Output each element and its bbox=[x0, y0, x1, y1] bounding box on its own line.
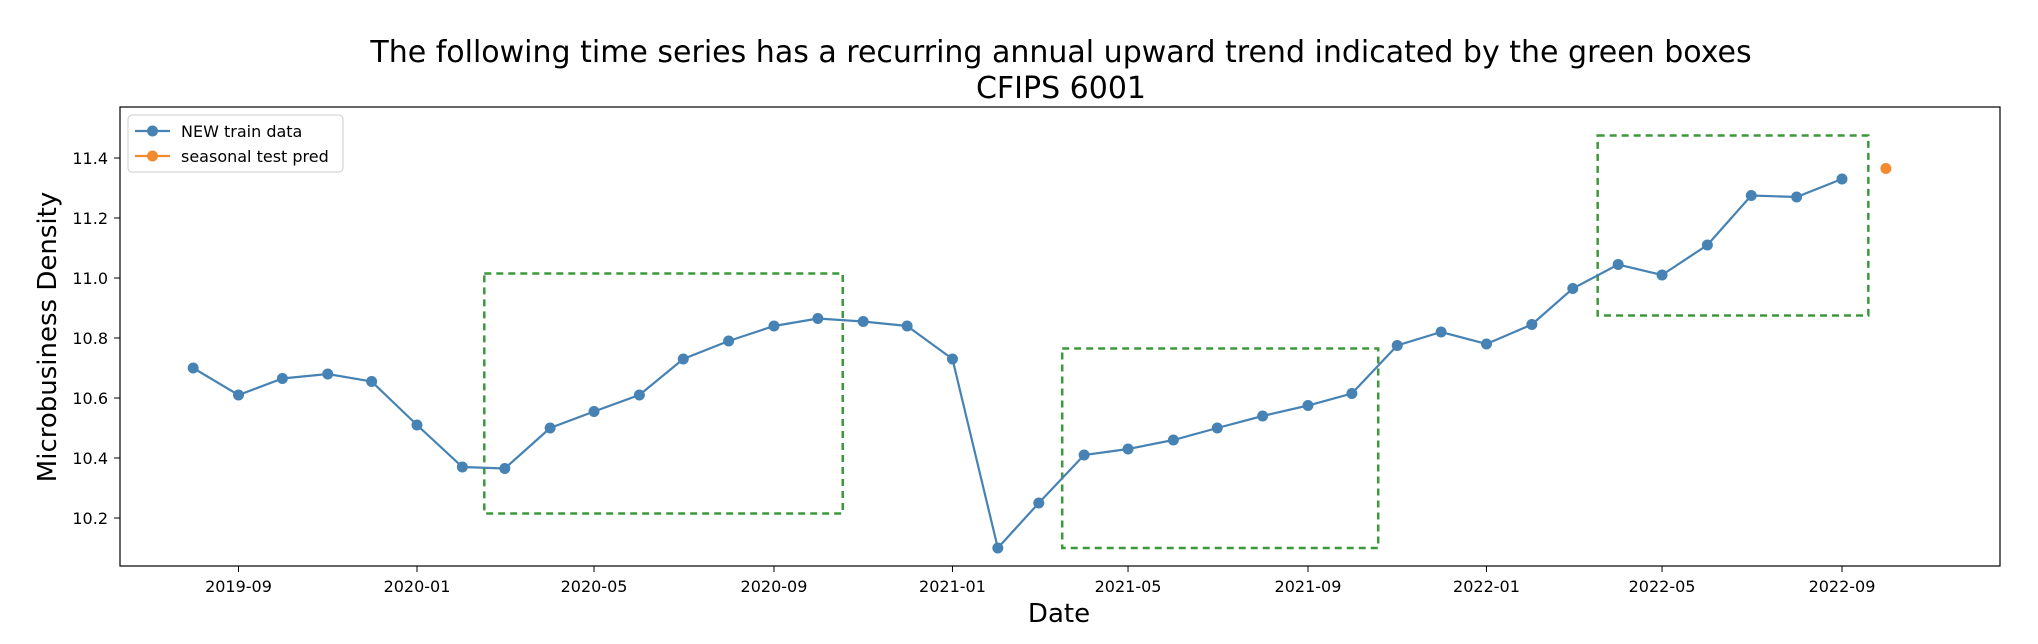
data-point bbox=[1078, 449, 1090, 461]
legend-marker bbox=[147, 125, 158, 137]
y-tick-label: 10.4 bbox=[72, 449, 108, 468]
data-point bbox=[588, 406, 600, 417]
x-tick-label: 2020-05 bbox=[561, 577, 628, 596]
trend-box bbox=[1596, 134, 1870, 317]
data-point bbox=[812, 313, 824, 324]
data-point bbox=[1745, 190, 1757, 201]
data-point bbox=[456, 461, 468, 473]
data-point bbox=[1033, 497, 1045, 509]
data-point bbox=[1480, 338, 1492, 350]
data-point bbox=[187, 362, 199, 374]
data-point bbox=[992, 542, 1004, 554]
data-point bbox=[723, 335, 735, 347]
data-point bbox=[233, 389, 245, 401]
legend: NEW train data seasonal test pred bbox=[127, 114, 344, 173]
data-point bbox=[276, 373, 288, 384]
y-tick-label: 10.6 bbox=[72, 389, 108, 408]
data-point bbox=[1701, 239, 1713, 251]
data-point bbox=[1257, 410, 1269, 422]
data-point bbox=[857, 316, 869, 327]
data-point bbox=[1612, 259, 1624, 270]
trend-box bbox=[1060, 347, 1380, 550]
series-line bbox=[192, 177, 1843, 551]
x-tick-label: 2019-09 bbox=[205, 577, 272, 596]
legend-label: NEW train data bbox=[181, 122, 302, 141]
data-point bbox=[1435, 326, 1447, 338]
data-point bbox=[366, 376, 378, 387]
data-point bbox=[544, 422, 556, 434]
data-point bbox=[1880, 163, 1892, 174]
data-point bbox=[411, 419, 423, 431]
x-tick-label: 2022-01 bbox=[1453, 577, 1520, 596]
data-point bbox=[1656, 269, 1668, 281]
series-layer bbox=[187, 163, 1892, 554]
y-tick-label: 11.4 bbox=[72, 149, 108, 168]
series-1 bbox=[1880, 163, 1892, 174]
data-point bbox=[1122, 443, 1134, 455]
series-0 bbox=[187, 173, 1848, 554]
data-point bbox=[1526, 319, 1538, 330]
x-tick-label: 2020-09 bbox=[741, 577, 808, 596]
x-tick-label: 2022-05 bbox=[1629, 577, 1696, 596]
data-point bbox=[499, 463, 511, 474]
y-axis: 10.2 10.4 10.6 10.8 11.0 11.2 11.4 bbox=[72, 149, 120, 528]
y-tick-label: 11.2 bbox=[72, 209, 108, 228]
legend-label: seasonal test pred bbox=[181, 147, 329, 166]
data-point bbox=[1567, 283, 1579, 294]
x-tick-label: 2021-05 bbox=[1095, 577, 1162, 596]
data-point bbox=[1836, 173, 1848, 185]
data-point bbox=[901, 320, 913, 332]
data-point bbox=[1302, 400, 1314, 411]
legend-marker bbox=[147, 150, 158, 162]
x-tick-label: 2021-01 bbox=[919, 577, 986, 596]
data-point bbox=[1211, 422, 1223, 434]
plot-area bbox=[119, 106, 2001, 567]
x-axis: 2019-09 2020-01 2020-05 2020-09 2021-01 2021-… bbox=[205, 566, 1875, 596]
x-axis-label: Date bbox=[1028, 599, 1090, 629]
data-point bbox=[946, 353, 958, 365]
x-tick-label: 2021-09 bbox=[1275, 577, 1342, 596]
data-point bbox=[768, 320, 780, 332]
data-point bbox=[633, 389, 645, 401]
y-tick-label: 10.2 bbox=[72, 509, 108, 528]
data-point bbox=[1346, 388, 1358, 399]
annotation-boxes bbox=[483, 134, 1870, 550]
x-tick-label: 2020-01 bbox=[384, 577, 451, 596]
data-point bbox=[677, 353, 689, 365]
chart-title: The following time series has a recurrin… bbox=[369, 35, 1751, 70]
data-point bbox=[322, 368, 334, 380]
chart-subtitle: CFIPS 6001 bbox=[976, 71, 1146, 106]
y-axis-label: Microbusiness Density bbox=[33, 192, 63, 482]
legend-box bbox=[127, 114, 344, 173]
y-tick-label: 10.8 bbox=[72, 329, 108, 348]
data-point bbox=[1167, 434, 1179, 446]
data-point bbox=[1791, 191, 1803, 203]
y-tick-label: 11.0 bbox=[72, 269, 108, 288]
data-point bbox=[1391, 340, 1403, 351]
x-tick-label: 2022-09 bbox=[1809, 577, 1876, 596]
